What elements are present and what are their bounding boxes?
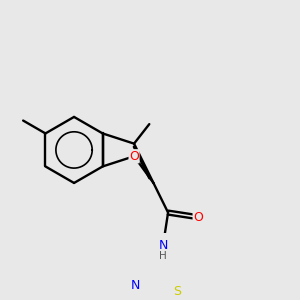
Text: O: O [129, 150, 139, 163]
Text: N: N [130, 279, 140, 292]
Text: O: O [193, 211, 203, 224]
Text: H: H [159, 251, 167, 261]
Text: S: S [174, 285, 182, 298]
Text: N: N [158, 239, 168, 252]
